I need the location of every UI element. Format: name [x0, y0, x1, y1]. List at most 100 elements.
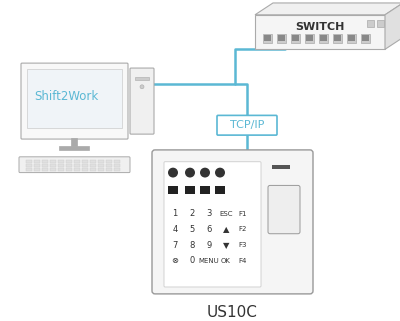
- Polygon shape: [255, 3, 400, 15]
- Bar: [34, 164, 40, 167]
- Bar: [263, 33, 272, 43]
- Bar: [42, 160, 48, 163]
- Bar: [27, 69, 122, 128]
- Text: ▲: ▲: [223, 225, 229, 234]
- Bar: [66, 168, 72, 171]
- Polygon shape: [385, 3, 400, 49]
- Text: Shift2Work: Shift2Work: [34, 90, 99, 103]
- Bar: [50, 168, 56, 171]
- Text: F2: F2: [239, 226, 247, 232]
- Bar: [66, 164, 72, 167]
- Bar: [90, 168, 96, 171]
- Bar: [98, 168, 104, 171]
- Bar: [319, 33, 328, 43]
- Circle shape: [140, 85, 144, 89]
- Bar: [114, 160, 120, 163]
- Bar: [185, 187, 195, 194]
- Text: OK: OK: [221, 258, 231, 264]
- Bar: [58, 168, 64, 171]
- Text: SWITCH: SWITCH: [295, 22, 345, 32]
- Bar: [66, 160, 72, 163]
- Bar: [50, 164, 56, 167]
- Bar: [333, 33, 342, 43]
- Bar: [215, 187, 225, 194]
- Bar: [42, 164, 48, 167]
- Bar: [291, 33, 300, 43]
- FancyBboxPatch shape: [21, 63, 128, 139]
- Bar: [292, 35, 299, 41]
- Bar: [26, 160, 32, 163]
- Bar: [272, 165, 290, 169]
- Bar: [82, 160, 88, 163]
- Bar: [362, 35, 369, 41]
- Bar: [367, 20, 374, 27]
- Bar: [278, 35, 285, 41]
- Bar: [106, 168, 112, 171]
- Bar: [74, 160, 80, 163]
- Bar: [42, 168, 48, 171]
- Bar: [34, 160, 40, 163]
- Text: US10C: US10C: [206, 305, 258, 320]
- FancyBboxPatch shape: [217, 115, 277, 135]
- Bar: [348, 35, 355, 41]
- Bar: [114, 168, 120, 171]
- Circle shape: [185, 168, 195, 178]
- Bar: [82, 164, 88, 167]
- Bar: [34, 168, 40, 171]
- Text: 0: 0: [189, 256, 195, 265]
- Bar: [264, 35, 271, 41]
- Bar: [90, 164, 96, 167]
- Bar: [347, 33, 356, 43]
- Bar: [114, 164, 120, 167]
- Bar: [82, 168, 88, 171]
- Text: MENU: MENU: [199, 258, 219, 264]
- FancyBboxPatch shape: [152, 150, 313, 294]
- Bar: [71, 138, 77, 146]
- Bar: [135, 77, 149, 80]
- Bar: [106, 164, 112, 167]
- Bar: [334, 35, 341, 41]
- Text: 4: 4: [172, 225, 178, 234]
- Bar: [320, 35, 327, 41]
- Text: 5: 5: [189, 225, 195, 234]
- FancyBboxPatch shape: [268, 186, 300, 234]
- Text: F1: F1: [239, 211, 247, 217]
- Bar: [200, 187, 210, 194]
- Text: ESC: ESC: [219, 211, 233, 217]
- Text: 7: 7: [172, 240, 178, 250]
- Bar: [361, 33, 370, 43]
- Bar: [59, 146, 89, 150]
- Circle shape: [168, 168, 178, 178]
- Bar: [58, 164, 64, 167]
- Bar: [306, 35, 313, 41]
- Text: 1: 1: [172, 209, 178, 218]
- Circle shape: [215, 168, 225, 178]
- Bar: [58, 160, 64, 163]
- FancyBboxPatch shape: [164, 162, 261, 287]
- Text: ⊗: ⊗: [172, 256, 178, 265]
- Bar: [98, 160, 104, 163]
- Bar: [74, 168, 80, 171]
- Text: 2: 2: [189, 209, 195, 218]
- Bar: [74, 164, 80, 167]
- Bar: [106, 160, 112, 163]
- Bar: [168, 187, 178, 194]
- Circle shape: [200, 168, 210, 178]
- Bar: [26, 168, 32, 171]
- Bar: [277, 33, 286, 43]
- Text: 9: 9: [206, 240, 212, 250]
- Text: F3: F3: [239, 242, 247, 248]
- Bar: [98, 164, 104, 167]
- Text: TCP/IP: TCP/IP: [230, 120, 264, 130]
- Bar: [50, 160, 56, 163]
- Bar: [90, 160, 96, 163]
- Text: 8: 8: [189, 240, 195, 250]
- Text: F4: F4: [239, 258, 247, 264]
- Text: 3: 3: [206, 209, 212, 218]
- Text: 6: 6: [206, 225, 212, 234]
- Bar: [305, 33, 314, 43]
- FancyBboxPatch shape: [19, 157, 130, 173]
- FancyBboxPatch shape: [130, 68, 154, 134]
- Bar: [255, 15, 385, 49]
- Bar: [26, 164, 32, 167]
